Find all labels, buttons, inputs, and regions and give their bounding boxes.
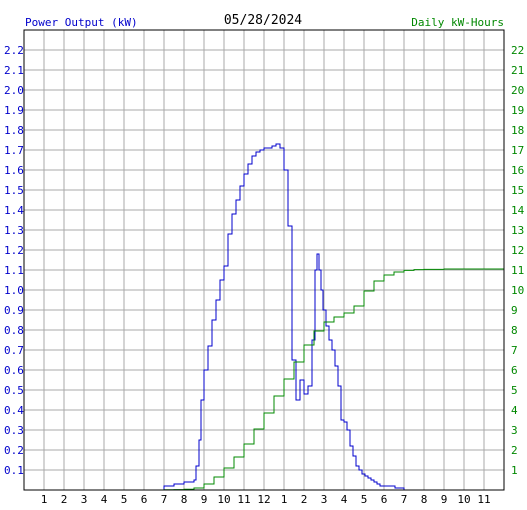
left-tick-label: 1.5 xyxy=(4,184,24,197)
left-tick-label: 1.8 xyxy=(4,124,24,137)
left-tick-label: 2.0 xyxy=(4,84,24,97)
x-tick-label: 11 xyxy=(237,493,250,506)
left-tick-label: 1.7 xyxy=(4,144,24,157)
right-tick-label: 12 xyxy=(511,244,524,257)
left-tick-label: 1.0 xyxy=(4,284,24,297)
right-tick-label: 13 xyxy=(511,224,524,237)
left-tick-label: 1.3 xyxy=(4,224,24,237)
right-tick-label: 21 xyxy=(511,64,524,77)
x-tick-label: 1 xyxy=(41,493,48,506)
left-axis-label: Power Output (kW) xyxy=(25,16,138,29)
right-tick-label: 11 xyxy=(511,264,524,277)
left-tick-label: 0.1 xyxy=(4,464,24,477)
left-tick-label: 0.6 xyxy=(4,364,24,377)
right-axis-label: Daily kW-Hours xyxy=(411,16,504,29)
right-tick-label: 1 xyxy=(511,464,518,477)
series-layer xyxy=(156,143,504,491)
energy-series-line xyxy=(156,268,504,491)
x-tick-label: 7 xyxy=(401,493,408,506)
x-tick-label: 4 xyxy=(341,493,348,506)
right-tick-label: 9 xyxy=(511,304,518,317)
left-tick-label: 0.2 xyxy=(4,444,24,457)
left-tick-label: 0.5 xyxy=(4,384,24,397)
right-tick-label: 18 xyxy=(511,124,524,137)
left-tick-label: 0.9 xyxy=(4,304,24,317)
right-tick-label: 3 xyxy=(511,424,518,437)
right-tick-label: 10 xyxy=(511,284,524,297)
right-tick-label: 22 xyxy=(511,44,524,57)
right-tick-label: 2 xyxy=(511,444,518,457)
x-tick-label: 6 xyxy=(141,493,148,506)
x-tick-label: 5 xyxy=(121,493,128,506)
left-tick-label: 0.8 xyxy=(4,324,24,337)
right-tick-label: 8 xyxy=(511,324,518,337)
x-tick-label: 8 xyxy=(181,493,188,506)
left-tick-label: 2.1 xyxy=(4,64,24,77)
plot-frame xyxy=(23,29,505,491)
left-tick-label: 1.1 xyxy=(4,264,24,277)
right-tick-label: 20 xyxy=(511,84,524,97)
left-tick-label: 0.3 xyxy=(4,424,24,437)
x-tick-label: 7 xyxy=(161,493,168,506)
left-tick-label: 1.9 xyxy=(4,104,24,117)
right-tick-label: 14 xyxy=(511,204,525,217)
x-tick-label: 2 xyxy=(61,493,68,506)
x-tick-label: 9 xyxy=(441,493,448,506)
right-tick-label: 5 xyxy=(511,384,518,397)
x-tick-label: 12 xyxy=(257,493,270,506)
left-tick-label: 1.4 xyxy=(4,204,24,217)
x-tick-label: 10 xyxy=(217,493,230,506)
x-tick-label: 3 xyxy=(321,493,328,506)
x-tick-label: 2 xyxy=(301,493,308,506)
x-tick-label: 9 xyxy=(201,493,208,506)
x-tick-label: 5 xyxy=(361,493,368,506)
left-tick-label: 0.7 xyxy=(4,344,24,357)
left-tick-label: 2.2 xyxy=(4,44,24,57)
right-tick-label: 15 xyxy=(511,184,524,197)
left-tick-label: 1.2 xyxy=(4,244,24,257)
right-tick-label: 6 xyxy=(511,364,518,377)
x-tick-label: 3 xyxy=(81,493,88,506)
chart-title: 05/28/2024 xyxy=(224,13,302,28)
right-tick-label: 7 xyxy=(511,344,518,357)
x-tick-label: 6 xyxy=(381,493,388,506)
x-tick-label: 11 xyxy=(477,493,490,506)
right-tick-label: 4 xyxy=(511,404,518,417)
x-axis-ticks: 1 2 3 4 5 6 7 8 9 10 11 12 1 2 3 4 5 6 7 8 9 10 11 xyxy=(41,493,491,506)
left-axis-ticks: 0.1 0.2 0.3 0.4 0.5 0.6 0.7 0.8 0.9 1.0 1.1 1.2 1.3 1… xyxy=(4,44,24,477)
grid xyxy=(24,30,504,490)
right-tick-label: 19 xyxy=(511,104,524,117)
right-tick-label: 17 xyxy=(511,144,524,157)
x-tick-label: 4 xyxy=(101,493,108,506)
left-tick-label: 1.6 xyxy=(4,164,24,177)
right-tick-label: 16 xyxy=(511,164,524,177)
x-tick-label: 8 xyxy=(421,493,428,506)
x-tick-label: 10 xyxy=(457,493,470,506)
power-series-line xyxy=(156,143,460,491)
x-tick-label: 1 xyxy=(281,493,288,506)
left-tick-label: 0.4 xyxy=(4,404,24,417)
